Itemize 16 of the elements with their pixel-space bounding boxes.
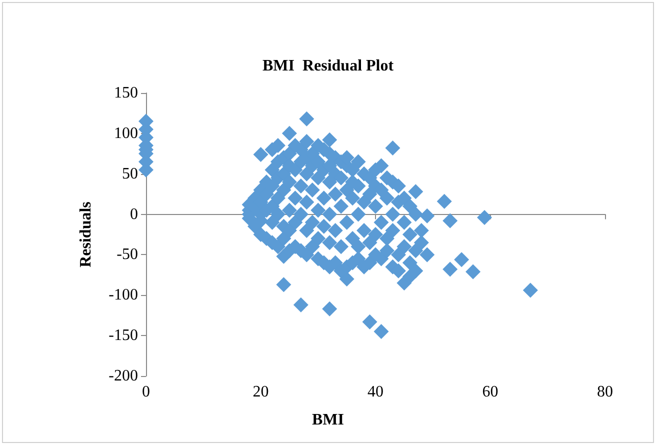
x-tick-label: 20 xyxy=(252,384,269,400)
x-tick-label: 40 xyxy=(368,384,384,400)
y-tick-label: -150 xyxy=(108,327,138,344)
y-tick-label: 150 xyxy=(114,84,138,102)
y-tick-label: -100 xyxy=(108,286,138,304)
y-tick-label: -50 xyxy=(116,246,138,264)
y-tick-label: 0 xyxy=(130,206,138,223)
x-tick-label: 60 xyxy=(482,384,498,400)
y-tick-label: 50 xyxy=(122,165,138,182)
x-tick-label: 80 xyxy=(597,384,613,400)
chart-title: BMI Residual Plot xyxy=(262,58,394,74)
x-axis-title: BMI xyxy=(312,412,344,428)
y-tick-label: -200 xyxy=(108,368,138,384)
y-axis-title: Residuals xyxy=(78,202,94,268)
x-tick-label: 0 xyxy=(142,384,150,400)
y-tick-label: 100 xyxy=(114,124,138,142)
